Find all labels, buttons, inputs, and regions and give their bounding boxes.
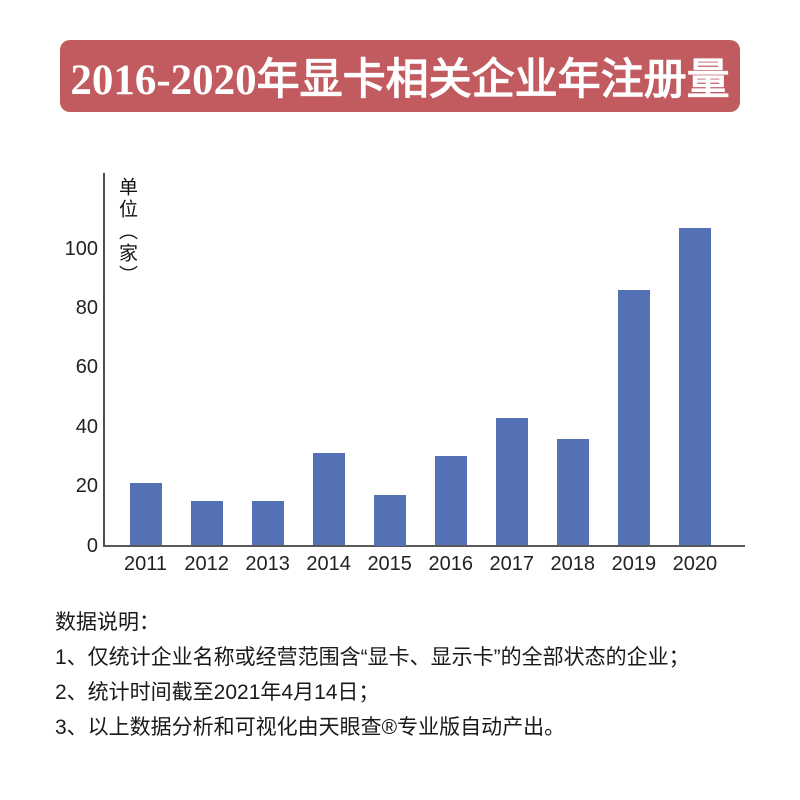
note-item-1: 1、仅统计企业名称或经营范围含“显卡、显示卡”的全部状态的企业； xyxy=(55,646,690,669)
y-axis-line xyxy=(103,173,105,547)
bar-2020 xyxy=(678,227,711,546)
y-axis-unit-label: 单位（家） xyxy=(116,177,137,287)
y-tick-label-80: 80 xyxy=(75,296,98,319)
bar-2012 xyxy=(190,500,223,546)
x-tick-label-2019: 2019 xyxy=(611,553,657,575)
y-tick-label-0: 0 xyxy=(86,534,98,557)
bar-2016 xyxy=(434,456,467,546)
y-tick-label-100: 100 xyxy=(64,237,98,260)
page-title: 2016-2020年显卡相关企业年注册量 xyxy=(70,57,730,104)
title-banner: 2016-2020年显卡相关企业年注册量 xyxy=(60,40,740,112)
x-tick-label-2011: 2011 xyxy=(123,553,167,575)
x-tick-label-2016: 2016 xyxy=(428,553,474,575)
y-tick-label-20: 20 xyxy=(75,475,98,498)
bar-2015 xyxy=(373,495,406,546)
y-tick-label-40: 40 xyxy=(75,415,98,438)
x-tick-label-2012: 2012 xyxy=(184,553,229,575)
x-tick-label-2018: 2018 xyxy=(550,553,596,575)
note-item-3: 3、以上数据分析和可视化由天眼查®专业版自动产出。 xyxy=(55,716,566,739)
x-axis-line xyxy=(103,545,745,547)
data-notes: 数据说明： 1、仅统计企业名称或经营范围含“显卡、显示卡”的全部状态的企业； 2… xyxy=(55,605,755,745)
notes-heading: 数据说明： xyxy=(55,611,160,634)
bar-2014 xyxy=(312,453,345,546)
note-item-2: 2、统计时间截至2021年4月14日； xyxy=(55,681,380,704)
x-tick-label-2013: 2013 xyxy=(245,553,290,575)
x-tick-label-2015: 2015 xyxy=(367,553,412,575)
bar-2018 xyxy=(556,438,589,546)
x-tick-label-2017: 2017 xyxy=(489,553,535,575)
y-tick-label-60: 60 xyxy=(75,356,98,379)
x-tick-label-2020: 2020 xyxy=(672,553,718,575)
bar-2017 xyxy=(495,417,528,546)
bar-2011 xyxy=(129,483,162,546)
bar-2019 xyxy=(617,290,650,546)
bar-2013 xyxy=(251,500,284,546)
x-tick-label-2014: 2014 xyxy=(306,553,351,575)
